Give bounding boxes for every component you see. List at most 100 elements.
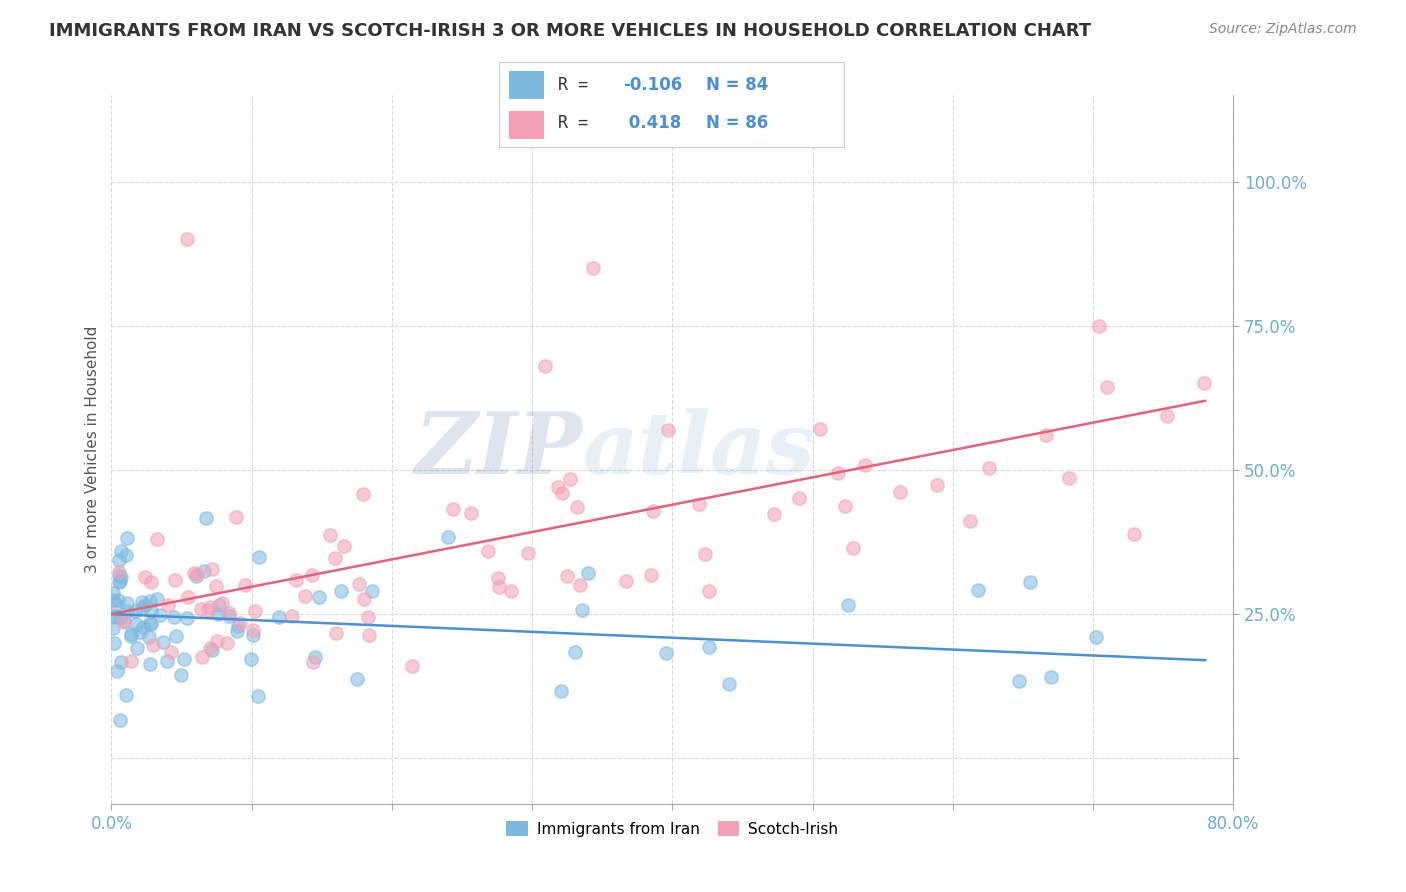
Point <box>1035 428 1057 442</box>
Point <box>115 596 138 610</box>
Point <box>319 528 342 542</box>
Point <box>139 574 162 589</box>
Point <box>239 651 262 665</box>
Point <box>139 604 162 618</box>
Point <box>967 582 990 597</box>
Point <box>614 574 637 588</box>
Point <box>107 593 129 607</box>
Point <box>193 564 215 578</box>
Point <box>488 580 510 594</box>
Point <box>176 232 198 246</box>
Point <box>581 261 603 276</box>
Point <box>103 610 125 624</box>
Point <box>163 574 186 588</box>
Point <box>176 611 198 625</box>
Point <box>558 472 581 486</box>
Point <box>159 645 181 659</box>
Point <box>112 614 135 628</box>
Point <box>280 608 302 623</box>
Point <box>441 501 464 516</box>
Point <box>156 598 179 612</box>
Point <box>1008 673 1031 688</box>
Point <box>842 541 865 555</box>
Point <box>225 510 247 524</box>
Point <box>834 500 856 514</box>
Point <box>211 596 233 610</box>
Point <box>534 359 557 374</box>
Point <box>208 599 231 613</box>
Legend: Immigrants from Iran, Scotch-Irish: Immigrants from Iran, Scotch-Irish <box>501 814 845 843</box>
Point <box>108 574 131 589</box>
Point <box>173 652 195 666</box>
Point <box>110 570 132 584</box>
Point <box>697 584 720 599</box>
Point <box>129 625 152 640</box>
Point <box>229 616 252 631</box>
Text: N = 86: N = 86 <box>706 114 768 132</box>
Point <box>979 460 1001 475</box>
Point <box>693 547 716 561</box>
Text: R =: R = <box>558 77 598 95</box>
Point <box>1095 379 1118 393</box>
Point <box>1057 470 1080 484</box>
Point <box>108 610 131 624</box>
Point <box>165 630 187 644</box>
Point <box>101 621 124 635</box>
Point <box>197 602 219 616</box>
Point <box>146 532 169 546</box>
Point <box>347 576 370 591</box>
Point <box>115 604 138 618</box>
Point <box>333 539 356 553</box>
Point <box>115 688 138 702</box>
Point <box>763 507 786 521</box>
Point <box>190 602 212 616</box>
Point <box>499 583 522 598</box>
Point <box>184 569 207 583</box>
Point <box>104 597 127 611</box>
Point <box>107 552 129 566</box>
Point <box>103 586 125 600</box>
Point <box>120 654 142 668</box>
Point <box>688 497 710 511</box>
Point <box>1019 574 1042 589</box>
Point <box>1088 318 1111 333</box>
Point <box>134 569 156 583</box>
Point <box>576 566 599 581</box>
Point <box>218 608 240 623</box>
Point <box>218 606 240 620</box>
Point <box>925 478 948 492</box>
Point <box>301 568 323 582</box>
Point <box>125 640 148 655</box>
Point <box>827 467 849 481</box>
Point <box>557 569 579 583</box>
Point <box>247 690 270 704</box>
Point <box>183 566 205 581</box>
Point <box>323 551 346 566</box>
Point <box>571 603 593 617</box>
Point <box>125 617 148 632</box>
Point <box>486 571 509 585</box>
Point <box>110 544 132 558</box>
Point <box>156 654 179 668</box>
Point <box>131 595 153 609</box>
Point <box>104 608 127 623</box>
Point <box>191 650 214 665</box>
Point <box>1156 409 1178 423</box>
Text: IMMIGRANTS FROM IRAN VS SCOTCH-IRISH 3 OR MORE VEHICLES IN HOUSEHOLD CORRELATION: IMMIGRANTS FROM IRAN VS SCOTCH-IRISH 3 O… <box>49 22 1091 40</box>
Point <box>108 568 131 582</box>
Point <box>837 599 859 613</box>
Point <box>718 677 741 691</box>
Point <box>1192 376 1215 390</box>
Point <box>516 546 538 560</box>
FancyBboxPatch shape <box>509 71 544 99</box>
Point <box>437 530 460 544</box>
Point <box>294 589 316 603</box>
Point <box>959 514 981 528</box>
Point <box>205 634 228 648</box>
Point <box>226 619 249 633</box>
Point <box>477 543 499 558</box>
Point <box>569 577 592 591</box>
Point <box>207 607 229 621</box>
Point <box>640 568 662 582</box>
Point <box>205 579 228 593</box>
